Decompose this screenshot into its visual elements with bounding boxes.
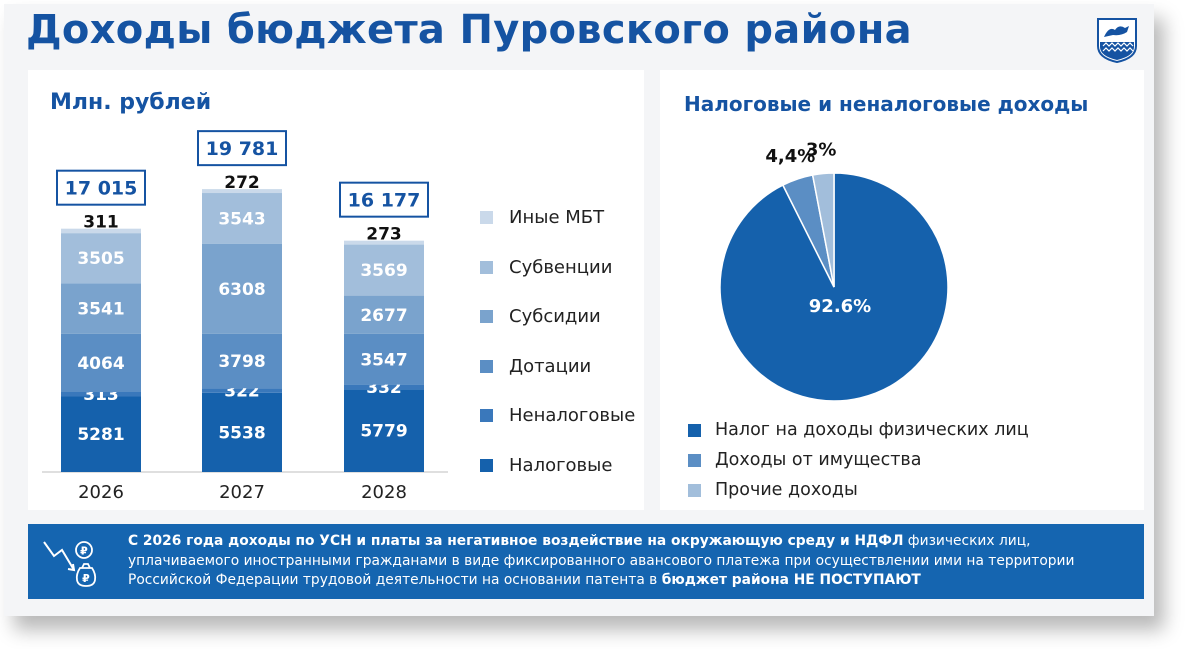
data-label: 2677 [360,306,407,326]
legend-label: Налоговые [509,454,613,476]
data-label: 5538 [218,423,265,443]
pie-slice [811,172,835,288]
data-label: 311 [83,213,119,233]
bar-segment [61,392,141,397]
pie-chart: 92.6% 4,4%3% [719,140,949,402]
legend-item: Субсидии [480,306,601,327]
legend-label: Прочие доходы [715,480,858,500]
pie-label: 3% [806,140,837,161]
data-label: 3547 [360,350,407,370]
pie-legend-item: Доходы от имущества [688,450,921,470]
bar-segment [61,228,141,234]
legend-item: Налоговые [480,455,612,476]
legend-swatch [480,211,493,224]
x-tick-label: 2027 [219,482,265,503]
legend-label: Неналоговые [509,405,636,426]
total-label: 17 015 [65,178,138,200]
bar-segment [344,244,424,296]
legend-swatch [480,310,493,323]
bar-segment [61,333,141,393]
legend-label: Налог на доходы физических лиц [715,420,1029,440]
legend-item: Иные МБТ [480,207,604,228]
data-label: 272 [224,173,260,193]
bar-segment [202,193,282,244]
data-label: 273 [366,225,402,245]
svg-text:₽: ₽ [80,545,88,558]
legend-swatch [480,409,493,422]
bar-segment [61,396,141,472]
legend-item: Неналоговые [480,405,635,426]
legend-label: Иные МБТ [509,207,605,228]
bar-segment [344,384,424,390]
bar-segment [344,389,424,472]
pie-legend-item: Прочие доходы [688,480,858,500]
legend-swatch [688,423,701,437]
bar-segment [61,283,141,334]
banner-regular: физических лиц, уплачиваемого иностранны… [128,533,1075,588]
x-tick-label: 2026 [78,482,124,503]
legend-swatch [480,260,493,274]
bar-segment [61,233,141,284]
coat-of-arms-icon [1097,18,1137,64]
legend-swatch [688,453,701,467]
bar-segment [344,333,424,385]
ruble-decline-icon: ₽ ₽ [43,541,97,587]
bar-chart-panel: Млн. рублей 5281 313 4064 3541 3505 311 17 015… [28,70,644,510]
pie-chart-title: Налоговые и неналоговые доходы [684,92,1089,116]
data-label: 3569 [360,261,407,281]
info-banner: ₽ ₽ С 2026 года доходы по УСН и платы за… [28,524,1144,599]
slide: Доходы бюджета Пуровского района Млн. ру… [4,4,1154,616]
x-tick-label: 2028 [361,482,407,503]
total-label: 16 177 [348,190,421,212]
bar-segment [202,189,282,194]
legend-swatch [688,483,701,497]
bar-segment [202,388,282,393]
data-label: 3505 [77,249,124,269]
banner-text: С 2026 года доходы по УСН и платы за нег… [128,532,1133,591]
legend-label: Доходы от имущества [715,450,922,470]
banner-bold-1: С 2026 года доходы по УСН и платы за нег… [128,533,904,549]
pie-label: 92.6% [809,296,871,317]
banner-bold-2: бюджет района НЕ ПОСТУПАЮТ [661,572,921,588]
total-box [339,181,429,218]
chart-unit-title: Млн. рублей [50,90,212,115]
bar-segment [344,240,424,245]
data-label: 5281 [77,425,124,445]
legend-label: Субвенции [509,256,613,278]
legend-item: Субвенции [480,257,612,278]
data-label: 4064 [77,354,124,374]
bar-segment [202,333,282,389]
data-label: 3541 [77,300,124,320]
bar-segment [202,392,282,472]
legend-swatch [480,458,493,472]
page-title: Доходы бюджета Пуровского района [26,7,912,53]
bar-segment [202,243,282,334]
legend-label: Субсидии [509,306,601,327]
legend-item: Дотации [480,356,591,377]
pie-label: 4,4% [765,146,815,167]
total-box [56,169,146,206]
data-label: 5779 [360,422,407,442]
legend-label: Дотации [509,355,592,377]
pie-chart-panel: Налоговые и неналоговые доходы 92.6% 4,4%… [660,70,1144,510]
data-label: 3798 [218,352,265,372]
legend-swatch [480,359,493,373]
data-label: 6308 [218,280,265,300]
data-label: 3543 [218,209,265,229]
svg-text:₽: ₽ [82,572,90,585]
bar-segment [344,295,424,334]
pie-legend-item: Налог на доходы физических лиц [688,420,1029,440]
total-box [197,130,287,167]
total-label: 19 781 [206,138,279,160]
